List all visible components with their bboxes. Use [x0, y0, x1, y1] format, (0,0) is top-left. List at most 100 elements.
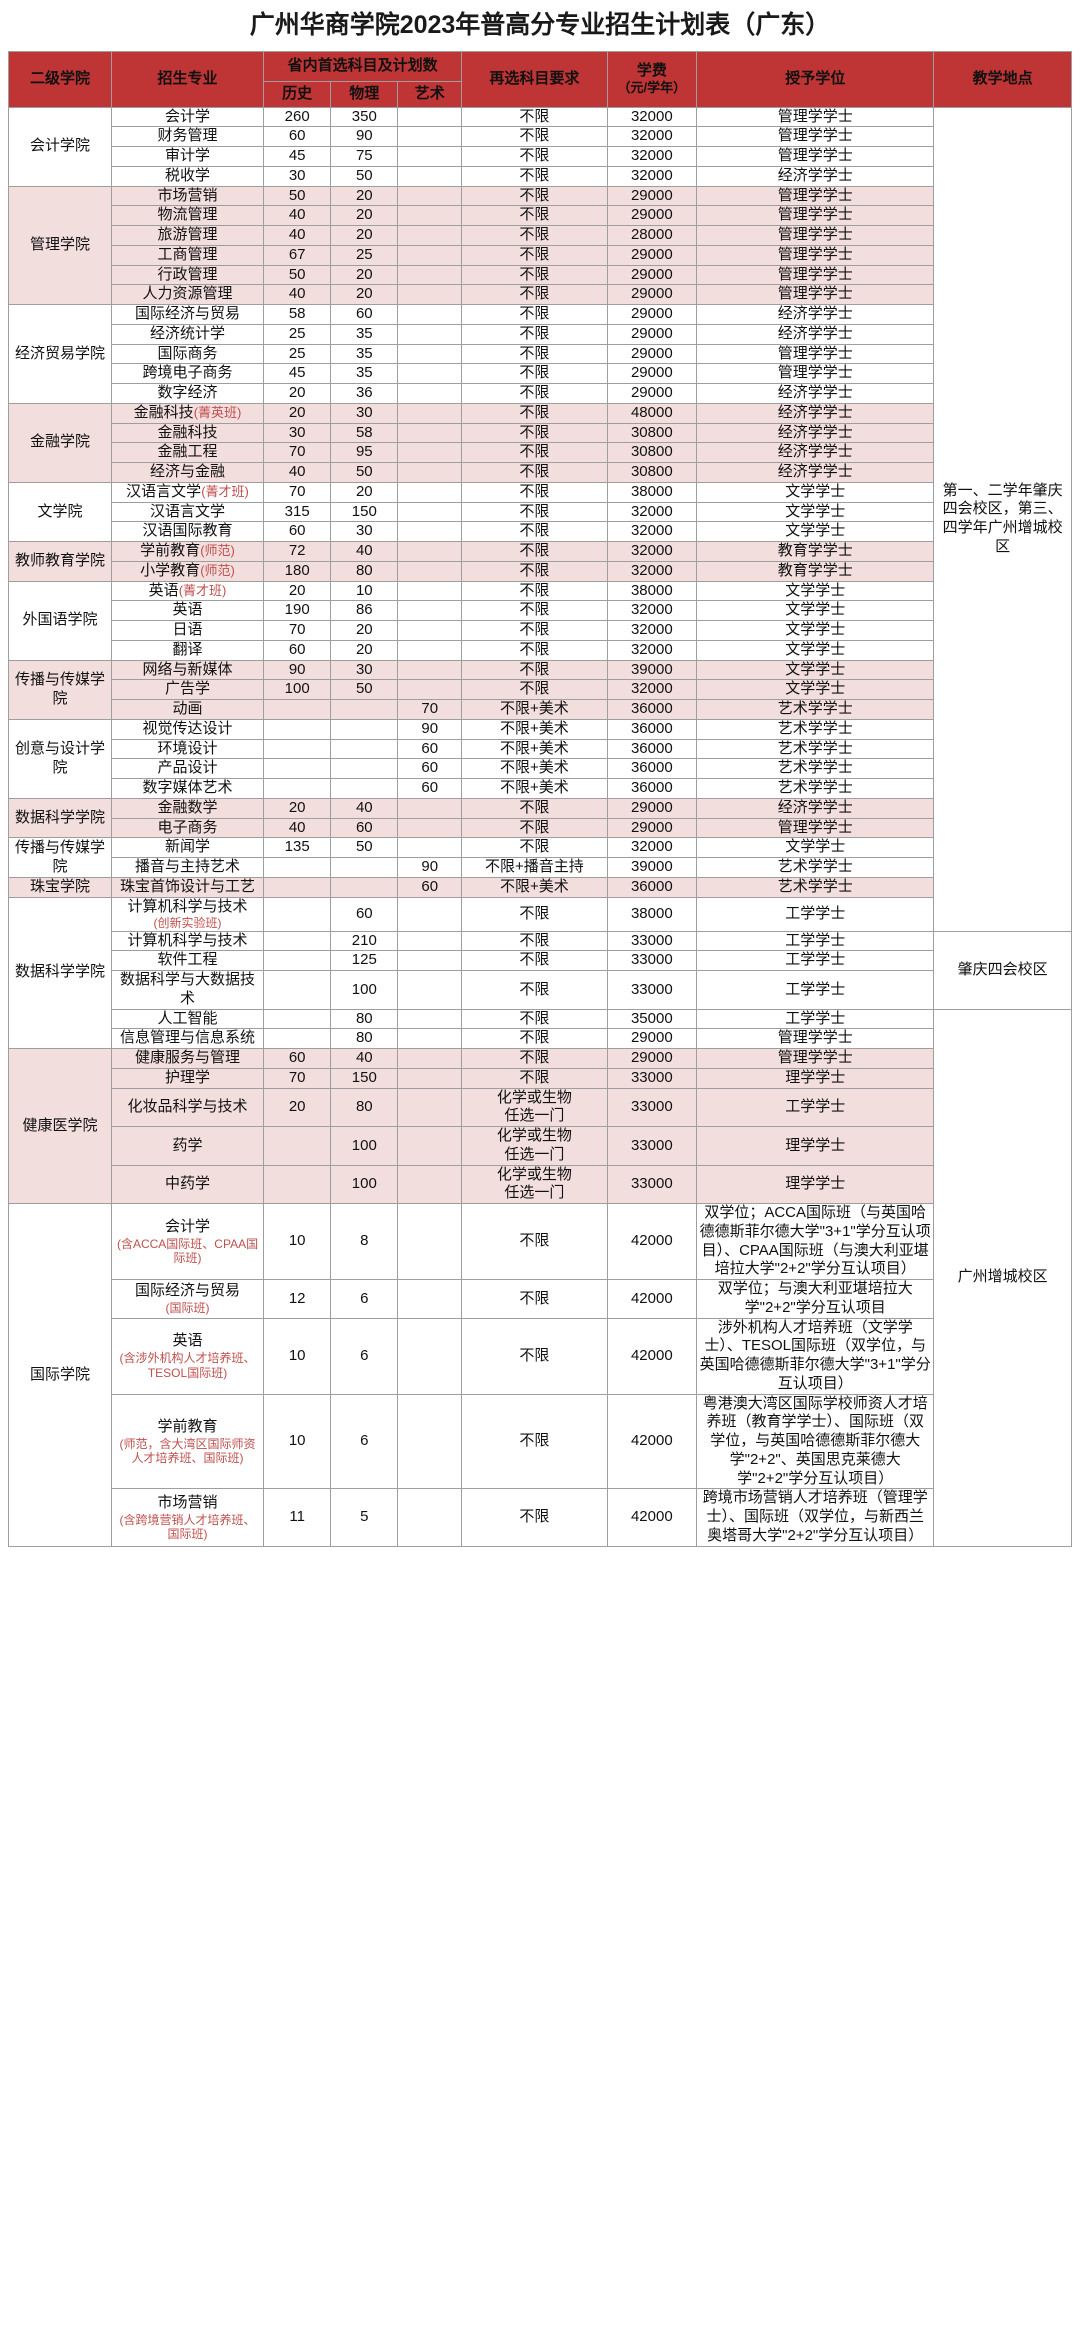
plan-count-art	[397, 930, 463, 952]
col-tuition: 学费 （元/学年）	[606, 50, 698, 108]
table-row: 汉语国际教育 60 30 不限 32000 文学学士	[9, 521, 1072, 542]
tuition-cell: 29000	[606, 797, 698, 819]
degree-cell: 管理学学士	[696, 284, 935, 305]
plan-count-history: 40	[263, 284, 332, 305]
major-cell: 数字媒体艺术	[110, 778, 265, 799]
plan-count-art	[397, 244, 463, 266]
plan-count-history: 25	[263, 343, 332, 365]
tuition-cell: 32000	[606, 106, 698, 128]
degree-cell: 经济学学士	[696, 323, 935, 345]
major-cell: 软件工程	[110, 950, 265, 972]
table-row: 教师教育学院 学前教育(师范) 72 40 不限 32000 教育学学士	[8, 541, 1072, 582]
table-row: 环境设计 60 不限+美术 36000 艺术学学士	[9, 738, 1072, 760]
plan-count-art	[397, 560, 463, 582]
plan-count-history: 315	[263, 501, 332, 523]
degree-cell: 理学学士	[696, 1067, 935, 1089]
tuition-cell: 36000	[606, 699, 698, 720]
major-cell: 计算机科学与技术 (创新实验班)	[110, 896, 265, 932]
degree-cell: 涉外机构人才培养班（文学学士）、TESOL国际班（双学位，与英国哈德德斯菲尔德大…	[696, 1317, 935, 1395]
major-name: 税收学	[165, 166, 211, 184]
reselect-cell: 不限	[461, 1048, 608, 1069]
reselect-cell: 不限	[461, 817, 608, 839]
table-row: 信息管理与信息系统 80 不限 29000 管理学学士	[9, 1028, 1072, 1050]
table-row: 数字经济 20 36 不限 29000 经济学学士	[9, 383, 1072, 404]
reselect-cell: 不限	[461, 126, 608, 147]
table-row: 英语 190 86 不限 32000 文学学士	[9, 600, 1072, 621]
major-cell: 电子商务	[110, 817, 265, 839]
plan-count-history: 40	[263, 205, 332, 226]
major-tag: (师范)	[200, 543, 235, 558]
plan-count-history	[263, 1164, 332, 1205]
plan-count-history: 50	[263, 264, 332, 286]
major-name: 计算机科学与技术	[127, 931, 248, 949]
plan-count-history: 70	[263, 1067, 332, 1089]
reselect-cell: 不限+美术	[461, 778, 608, 799]
tuition-cell: 42000	[606, 1203, 698, 1281]
plan-count-physics: 8	[330, 1203, 399, 1281]
reselect-cell: 不限	[461, 1008, 608, 1030]
major-tag: (菁英班)	[193, 404, 242, 420]
degree-cell: 艺术学学士	[696, 699, 935, 720]
degree-cell: 文学学士	[696, 600, 935, 621]
major-tag-block: (创新实验班)	[153, 916, 222, 931]
plan-count-history: 180	[263, 560, 332, 582]
plan-count-physics: 20	[330, 264, 399, 286]
plan-count-physics	[330, 876, 399, 898]
table-row: 日语 70 20 不限 32000 文学学士	[9, 620, 1072, 641]
plan-count-history: 11	[263, 1488, 332, 1547]
major-name: 视觉传达设计	[142, 719, 233, 737]
plan-count-history: 60	[263, 1048, 332, 1069]
plan-count-physics: 50	[330, 679, 399, 700]
plan-count-history: 20	[263, 383, 332, 404]
reselect-cell: 不限	[461, 837, 608, 858]
table-row: 会计学院 会计学 260 350 不限 32000 管理学学士 第一、二学年肇庆四会校区，第三…	[8, 106, 1072, 932]
plan-count-art	[397, 165, 463, 187]
plan-count-physics: 10	[330, 580, 399, 602]
college-cell: 文学院	[8, 481, 112, 543]
table-row: 税收学 30 50 不限 32000 经济学学士	[9, 165, 1072, 187]
plan-count-art	[397, 580, 463, 602]
degree-cell: 双学位；ACCA国际班（与英国哈德德斯菲尔德大学"3+1"学分互认项目）、CPA…	[696, 1203, 935, 1281]
table-row: 播音与主持艺术 90 不限+播音主持 39000 艺术学学士	[9, 857, 1072, 878]
table-row: 市场营销 (含跨境营销人才培养班、国际班) 11 5 不限 42000 跨境市场营销人才培养…	[9, 1488, 1072, 1547]
major-name: 数字媒体艺术	[142, 779, 233, 796]
plan-count-physics: 60	[330, 896, 399, 932]
major-name: 护理学	[165, 1068, 211, 1086]
tuition-cell: 33000	[606, 1087, 698, 1128]
major-cell: 经济统计学	[110, 323, 265, 345]
plan-count-art	[397, 402, 463, 424]
major-name: 国际经济与贸易	[135, 305, 241, 322]
tuition-cell: 29000	[606, 1028, 698, 1050]
major-cell: 视觉传达设计	[110, 718, 265, 740]
tuition-cell: 38000	[606, 580, 698, 602]
plan-count-physics: 30	[330, 659, 399, 681]
admissions-plan-table: 二级学院 招生专业 省内首选科目及计划数 再选科目要求 学费 （元/学年） 授予…	[8, 50, 1072, 1547]
degree-cell: 管理学学士	[696, 343, 935, 365]
plan-count-art	[397, 837, 463, 858]
college-cell: 传播与传媒学院	[8, 659, 112, 720]
table-row: 广告学 100 50 不限 32000 文学学士	[9, 679, 1072, 700]
degree-cell: 管理学学士	[696, 185, 935, 207]
plan-count-art	[397, 797, 463, 819]
college-cell: 传播与传媒学院	[8, 837, 112, 878]
plan-count-history: 72	[263, 541, 332, 562]
major-tag: (菁才班)	[178, 582, 227, 598]
degree-cell: 文学学士	[696, 639, 935, 661]
college-cell: 数据科学学院	[8, 896, 112, 1050]
col-tuition-line2: （元/学年）	[617, 80, 687, 96]
reselect-cell: 不限	[461, 225, 608, 246]
reselect-cell: 不限	[461, 521, 608, 542]
tuition-cell: 39000	[606, 659, 698, 681]
plan-count-art	[397, 501, 463, 523]
major-cell: 国际经济与贸易	[110, 304, 265, 325]
tuition-cell: 38000	[606, 481, 698, 503]
plan-count-physics: 6	[330, 1279, 399, 1319]
reselect-cell: 不限+美术	[461, 718, 608, 740]
plan-count-art	[397, 481, 463, 503]
plan-count-art	[397, 1317, 463, 1395]
degree-cell: 理学学士	[696, 1164, 935, 1205]
table-header: 二级学院 招生专业 省内首选科目及计划数 再选科目要求 学费 （元/学年） 授予…	[8, 50, 1072, 108]
degree-cell: 艺术学学士	[696, 778, 935, 799]
table-row: 财务管理 60 90 不限 32000 管理学学士	[9, 126, 1072, 147]
